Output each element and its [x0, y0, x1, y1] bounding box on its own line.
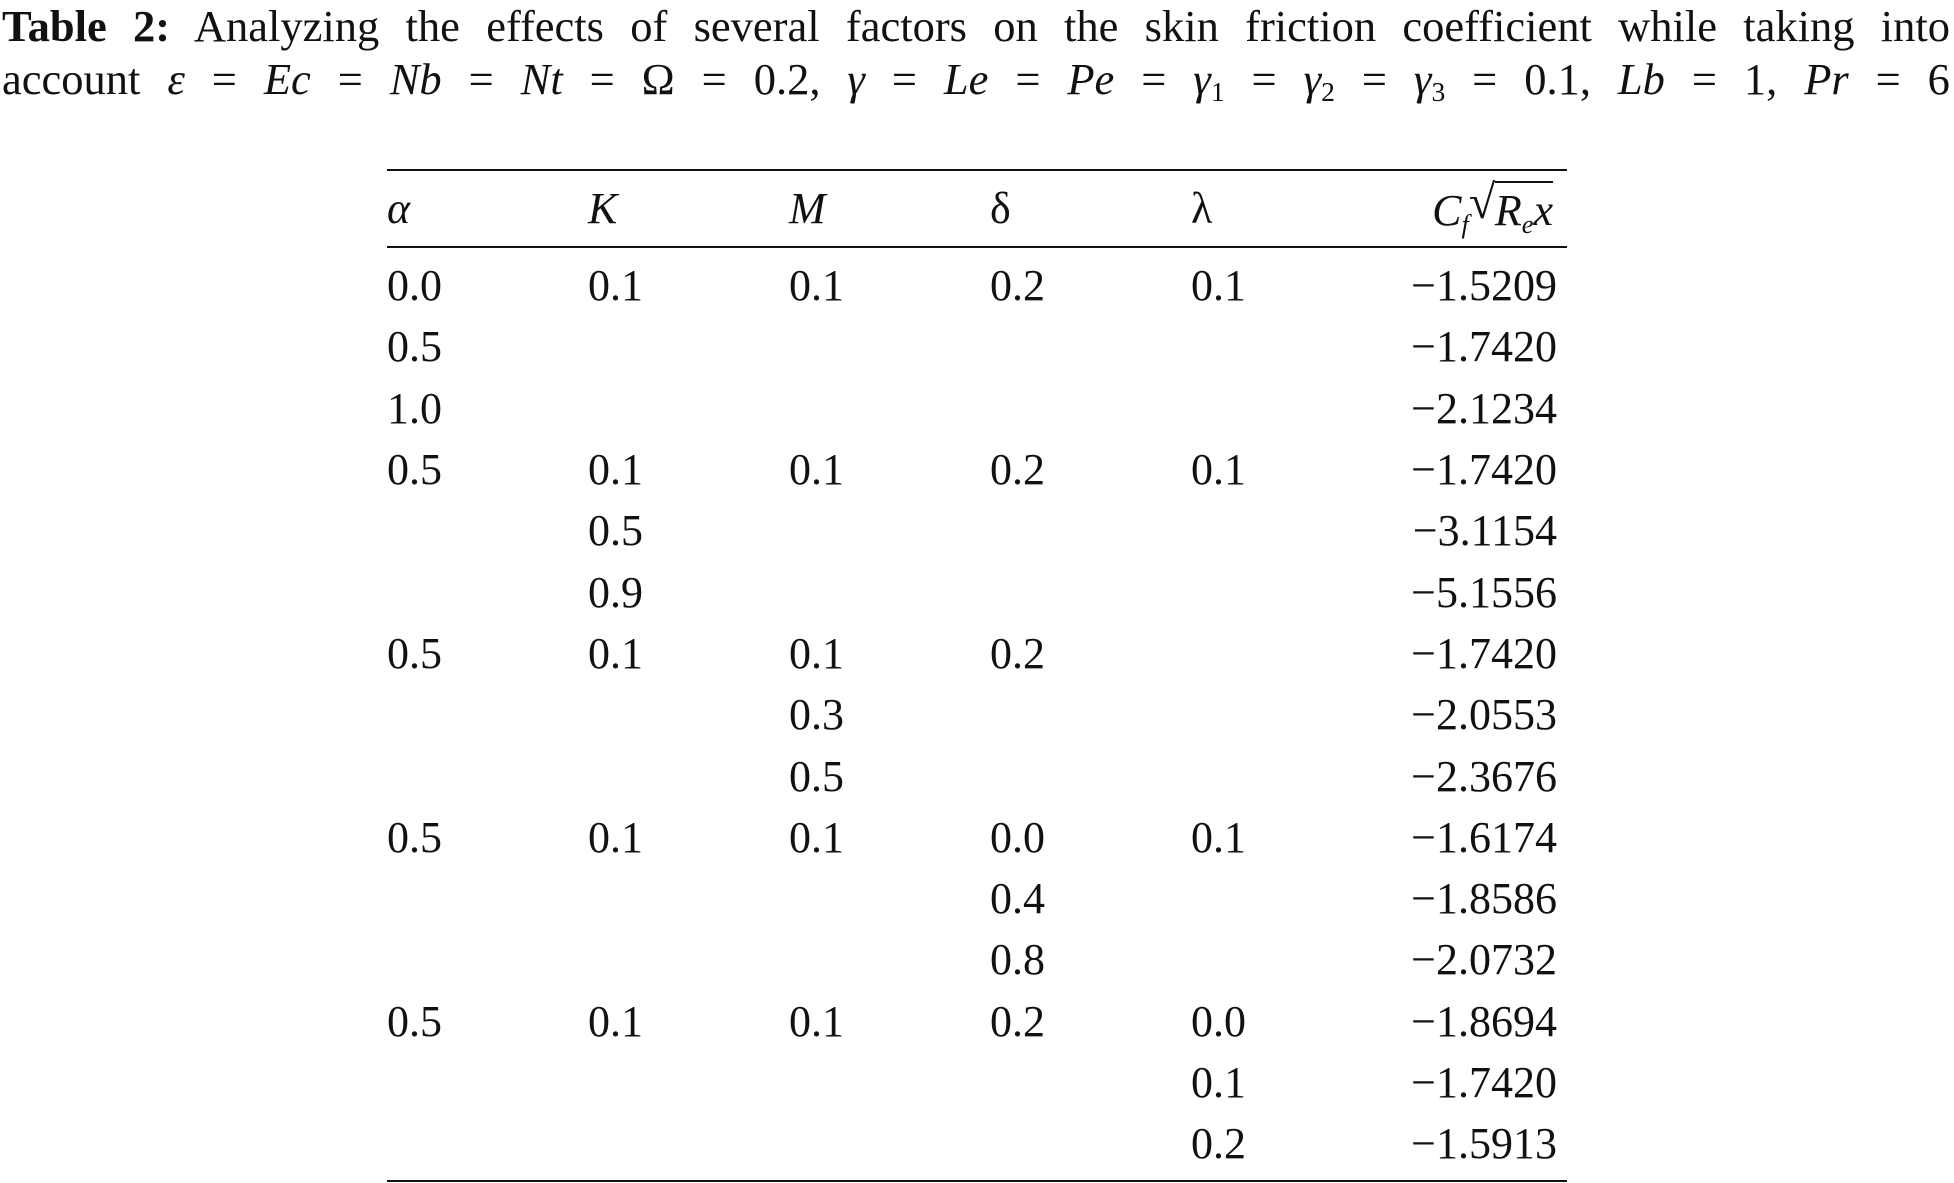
table-cell: 0.5 [387, 445, 442, 495]
table-cell: 0.2 [990, 261, 1045, 311]
table-row: 0.5 −3.1154 [387, 500, 1567, 561]
table-cell: −2.3676 [1411, 751, 1557, 801]
table-cell: −1.7420 [1411, 628, 1557, 678]
table-cell: 0.5 [387, 628, 442, 678]
caption-line-2: account ε = Ec = Nb = Nt = Ω = 0.2, γ = … [2, 54, 1950, 107]
table-cell: −1.7420 [1411, 1058, 1557, 1107]
table-cell: 0.1 [588, 996, 643, 1046]
table-row: 0.5 0.1 0.1 0.2 0.1 −1.7420 [387, 439, 1567, 500]
table-cell: 0.2 [990, 996, 1045, 1046]
table-cell: 0.5 [387, 996, 442, 1046]
table-row: 1.0 −2.1234 [387, 378, 1567, 439]
table-row: 0.0 0.1 0.1 0.2 0.1 −1.5209 [387, 255, 1567, 316]
table-cell: −1.5913 [1411, 1119, 1557, 1169]
table-cell: 1.0 [387, 383, 442, 433]
header-m: M [789, 184, 826, 233]
table-cell: 0.1 [588, 261, 643, 311]
table-row: 0.5 0.1 0.1 0.2 −1.7420 [387, 623, 1567, 684]
header-lambda: λ [1191, 184, 1213, 233]
table-cell: 0.2 [990, 445, 1045, 495]
table-cell: −1.7420 [1411, 322, 1557, 372]
table-cell: 0.2 [990, 628, 1045, 678]
table-cell: −2.0553 [1411, 690, 1557, 740]
table-cell: −1.8694 [1411, 996, 1557, 1046]
table-row: 0.9 −5.1556 [387, 561, 1567, 622]
table-cell: −1.7420 [1411, 445, 1557, 495]
table-cell: 0.3 [789, 690, 844, 740]
table-cell: 0.1 [1191, 445, 1246, 495]
table-cell: 0.1 [789, 628, 844, 678]
header-k: K [588, 184, 618, 233]
table-row: 0.4 −1.8586 [387, 868, 1567, 929]
table-header-rule [387, 246, 1567, 248]
table-cell: 0.8 [990, 935, 1045, 985]
header-skin-friction: Cf √ Rex [1432, 176, 1553, 239]
table-cell: −1.6174 [1411, 812, 1557, 862]
table-cell: 0.1 [1191, 812, 1246, 862]
table-cell: 0.1 [789, 996, 844, 1046]
caption-line-1: Table 2: Analyzing the effects of severa… [2, 0, 1950, 53]
table-cell: 0.9 [588, 567, 643, 617]
table-cell: 0.1 [789, 812, 844, 862]
table-row: 0.8 −2.0732 [387, 929, 1567, 990]
table-row: 0.5 0.1 0.1 0.0 0.1 −1.6174 [387, 807, 1567, 868]
table-cell: −2.1234 [1411, 383, 1557, 433]
table-cell: 0.2 [1191, 1119, 1246, 1169]
parameter-table: α K M δ λ Cf √ Rex 0.0 0.1 0.1 0.2 0.1 −1.5209 0… [387, 169, 1567, 1183]
table-cell: 0.1 [1191, 1058, 1246, 1107]
header-alpha: α [387, 184, 411, 233]
table-header-row: α K M δ λ Cf √ Rex [387, 171, 1567, 246]
table-row: 0.1 −1.7420 [387, 1052, 1567, 1113]
table-cell: 0.1 [789, 261, 844, 311]
table-cell: −3.1154 [1412, 506, 1557, 556]
caption-label: Table 2: [2, 1, 171, 51]
header-delta: δ [990, 184, 1011, 233]
caption-text: Analyzing the effects of several factors… [193, 1, 1950, 51]
table-row: 0.3 −2.0553 [387, 684, 1567, 745]
table-bottom-rule [387, 1180, 1567, 1183]
table-cell: 0.1 [588, 445, 643, 495]
table-caption: Table 2: Analyzing the effects of severa… [2, 0, 1950, 106]
table-cell: 0.4 [990, 874, 1045, 924]
table-cell: −2.0732 [1411, 935, 1557, 985]
table-cell: −1.8586 [1411, 874, 1557, 924]
table-row: 0.5 0.1 0.1 0.2 0.0 −1.8694 [387, 991, 1567, 1052]
table-row: 0.5 −2.3676 [387, 745, 1567, 806]
table-cell: 0.1 [588, 812, 643, 862]
table-cell: 0.0 [387, 261, 442, 311]
table-cell: 0.5 [588, 506, 643, 556]
table-cell: 0.5 [387, 812, 442, 862]
table-cell: −5.1556 [1411, 567, 1557, 617]
table-cell: 0.0 [990, 812, 1045, 862]
table-cell: 0.5 [387, 322, 442, 372]
table-body: 0.0 0.1 0.1 0.2 0.1 −1.5209 0.5 −1.7420 1.0 −2.12… [387, 248, 1567, 1180]
table-row: 0.2 −1.5913 [387, 1113, 1567, 1174]
caption-line2-prefix: account [2, 54, 141, 104]
table-cell: 0.5 [789, 751, 844, 801]
table-top-rule [387, 169, 1567, 171]
table-cell: 0.0 [1191, 996, 1246, 1046]
table-cell: 0.1 [789, 445, 844, 495]
table-row: 0.5 −1.7420 [387, 316, 1567, 377]
table-cell: 0.1 [1191, 261, 1246, 311]
table-cell: 0.1 [588, 628, 643, 678]
table-cell: −1.5209 [1411, 261, 1557, 311]
